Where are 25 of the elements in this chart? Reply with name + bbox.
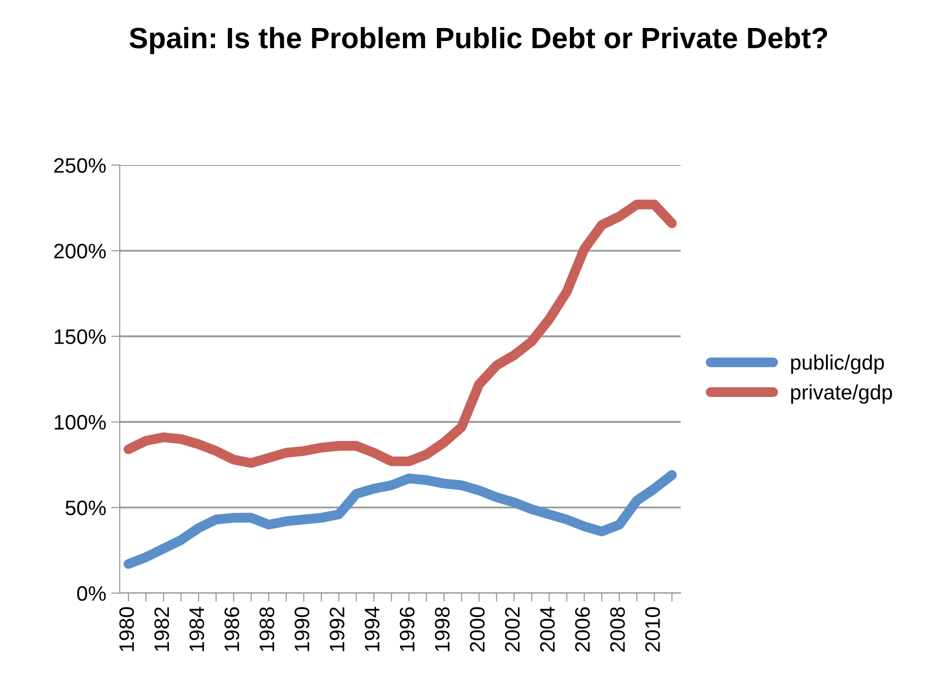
x-tick-label: 2000 — [470, 607, 485, 652]
legend-label: public/gdp — [791, 354, 884, 374]
y-tick-label: 100% — [54, 414, 106, 430]
x-tick-label: 1988 — [260, 607, 274, 652]
x-tick-label: 2006 — [575, 607, 590, 652]
y-tick-label: 0% — [77, 586, 106, 601]
x-tick-label: 2002 — [504, 607, 520, 652]
x-tick-label: 1994 — [364, 606, 380, 652]
x-tick-label: 2004 — [540, 606, 555, 652]
x-tick-label: 1996 — [400, 607, 415, 652]
x-tick-label: 1982 — [154, 607, 170, 652]
x-tick-label: 1990 — [294, 607, 310, 652]
x-tick-label: 1984 — [189, 606, 204, 652]
x-tick-label: 2008 — [610, 607, 625, 652]
x-tick-label: 1998 — [434, 607, 450, 652]
x-tick-label: 1986 — [224, 607, 240, 652]
y-tick-label: 250% — [54, 158, 106, 173]
y-tick-label: 150% — [54, 329, 106, 344]
y-tick-label: 50% — [66, 500, 106, 516]
chart-title: Spain: Is the Problem Public Debt or Private Debt? — [130, 26, 828, 54]
x-tick-label: 1980 — [119, 607, 134, 652]
x-tick-label: 2010 — [645, 607, 660, 652]
x-tick-label: 1992 — [330, 607, 344, 652]
legend-label: private/gdp — [791, 384, 892, 404]
y-tick-label: 200% — [54, 244, 106, 258]
